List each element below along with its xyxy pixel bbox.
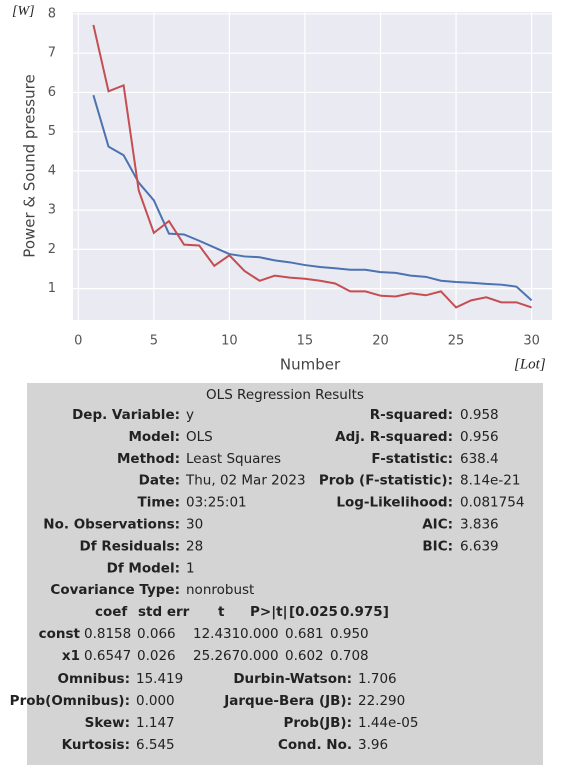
table-text: 0.000	[240, 648, 279, 664]
table-text: No. Observations:	[43, 517, 180, 533]
table-text: Prob(Omnibus):	[10, 693, 130, 709]
y-tick-label: 3	[48, 203, 56, 218]
table-text: 0.066	[137, 626, 176, 642]
table-text: 0.958	[460, 407, 499, 423]
table-text: Omnibus:	[58, 671, 131, 687]
table-text: Date:	[139, 473, 180, 489]
y-tick-label: 6	[48, 85, 56, 100]
table-text: nonrobust	[186, 582, 254, 598]
table-text: 28	[186, 538, 203, 554]
x-tick-label: 20	[372, 334, 389, 349]
y-tick-label: 4	[48, 163, 56, 178]
table-text: 3.96	[358, 737, 388, 753]
x-tick-label: 0	[74, 334, 82, 349]
table-text: 0.602	[285, 648, 324, 664]
table-text: P>|t|	[250, 604, 288, 620]
table-text: coef	[95, 604, 127, 620]
table-text: y	[186, 407, 194, 423]
table-text: Model:	[128, 429, 180, 445]
table-text: [0.025	[289, 604, 338, 620]
table-text: 0.975]	[340, 604, 389, 620]
table-text: Df Model:	[107, 560, 180, 576]
ols-title: OLS Regression Results	[206, 387, 364, 403]
y-tick-label: 8	[48, 6, 56, 21]
table-text: std err	[138, 604, 190, 620]
table-text: Jarque-Bera (JB):	[223, 693, 352, 709]
y-axis-label: Power & Sound pressure	[21, 74, 39, 257]
series-line	[92, 24, 532, 309]
table-text: Prob (F-statistic):	[319, 473, 453, 489]
table-text: x1	[62, 648, 80, 664]
table-text: 12.431	[193, 626, 240, 642]
table-text: 0.956	[460, 429, 499, 445]
grid: 1 2 3 4 5 6 7 8 0 5 10 15 20 25 30	[48, 6, 552, 349]
table-text: Adj. R-squared:	[335, 429, 453, 445]
table-text: Thu, 02 Mar 2023	[185, 473, 306, 489]
table-text: 0.681	[285, 626, 324, 642]
table-text: Log-Likelihood:	[336, 495, 453, 511]
table-text: Kurtosis:	[62, 737, 130, 753]
table-text: Prob(JB):	[283, 715, 352, 731]
table-text: 8.14e-21	[460, 473, 520, 489]
plot-area	[73, 12, 552, 320]
y-tick-label: 1	[48, 281, 56, 296]
table-text: F-statistic:	[371, 451, 453, 467]
table-text: const	[39, 626, 81, 642]
table-text: 0.026	[137, 648, 176, 664]
table-text: BIC:	[422, 538, 453, 554]
ols-box	[27, 383, 543, 765]
table-text: 03:25:01	[186, 495, 247, 511]
table-text: Df Residuals:	[80, 538, 180, 554]
table-text: AIC:	[422, 517, 453, 533]
x-tick-label: 5	[150, 334, 158, 349]
table-text: 15.419	[136, 671, 183, 687]
table-text: Least Squares	[186, 451, 281, 467]
table-text: 6.545	[136, 737, 175, 753]
table-text: 3.836	[460, 517, 499, 533]
table-text: Skew:	[85, 715, 130, 731]
table-text: Durbin-Watson:	[233, 671, 352, 687]
x-tick-label: 30	[523, 334, 540, 349]
table-text: 1	[186, 560, 195, 576]
table-text: 0.708	[330, 648, 369, 664]
x-tick-label: 10	[221, 334, 238, 349]
series-line	[92, 94, 533, 302]
table-text: Method:	[117, 451, 180, 467]
table-text: 1.44e-05	[358, 715, 418, 731]
table-text: 1.147	[136, 715, 175, 731]
x-axis-label: Number	[280, 356, 341, 374]
table-text: 0.6547	[84, 648, 131, 664]
y-tick-label: 7	[48, 46, 56, 61]
y-tick-label: 2	[48, 242, 56, 257]
table-text: 0.081754	[460, 495, 524, 511]
table-text: 25.267	[193, 648, 240, 664]
table-text: 30	[186, 517, 203, 533]
table-text: OLS	[186, 429, 213, 445]
table-text: t	[218, 604, 225, 620]
x-tick-label: 25	[448, 334, 465, 349]
x-tick-label: 15	[297, 334, 314, 349]
table-text: R-squared:	[370, 407, 453, 423]
table-text: 1.706	[358, 671, 397, 687]
table-text: Time:	[138, 495, 180, 511]
table-text: 638.4	[460, 451, 499, 467]
table-text: Cond. No.	[278, 737, 352, 753]
table-text: 22.290	[358, 693, 405, 709]
x-unit: [Lot]	[514, 356, 546, 372]
table-text: 0.8158	[84, 626, 131, 642]
lines	[92, 24, 533, 309]
y-tick-label: 5	[48, 124, 56, 139]
table-text: 0.950	[330, 626, 369, 642]
table-text: 0.000	[240, 626, 279, 642]
y-unit: [W]	[12, 4, 35, 19]
table-text: Covariance Type:	[50, 582, 180, 598]
table-text: 6.639	[460, 538, 499, 554]
table-text: Dep. Variable:	[72, 407, 180, 423]
table-text: 0.000	[136, 693, 175, 709]
ols-table: Dep. Variable: y R-squared: 0.958 Model: OLS A…	[10, 407, 525, 753]
